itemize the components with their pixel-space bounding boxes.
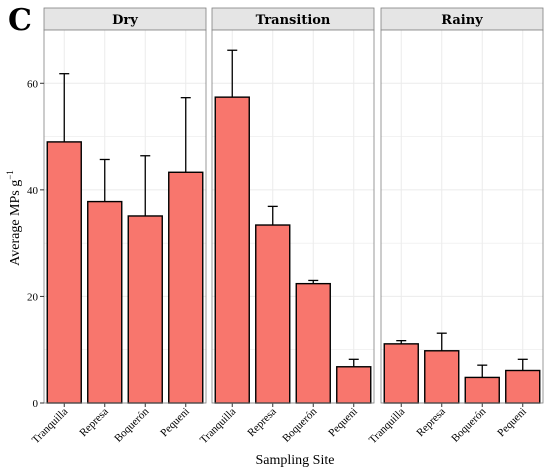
x-tick-label: Boquerón: [280, 405, 320, 445]
x-tick-label: Tranquilla: [30, 406, 71, 447]
bar: [336, 366, 372, 404]
x-tick-label: Boquerón: [449, 405, 489, 445]
y-tick-label: 20: [27, 291, 39, 303]
x-tick-label: Tranquilla: [198, 406, 239, 447]
y-tick-label: 0: [33, 398, 39, 410]
x-tick-label: Represa: [414, 406, 448, 440]
y-tick-label: 60: [27, 78, 39, 90]
bar: [464, 376, 500, 404]
facet-panel: Rainy Tranquilla Represa Boquerón Pequeni: [367, 7, 544, 447]
bar: [168, 171, 204, 404]
facet-strip-label: Rainy: [441, 13, 483, 28]
bar: [505, 369, 541, 404]
y-axis: 0 20 40 60: [27, 78, 44, 410]
facet-strip-label: Transition: [256, 13, 331, 28]
plot-background: [381, 30, 543, 403]
bar: [255, 224, 291, 404]
panel-border: [43, 29, 207, 404]
x-tick-label: Tranquilla: [367, 406, 408, 447]
panel-border: [211, 29, 375, 404]
panel-border: [380, 29, 544, 404]
bar: [87, 200, 123, 404]
bar: [295, 282, 331, 404]
y-tick-label: 40: [27, 185, 39, 197]
bar: [46, 141, 82, 404]
bar: [424, 350, 460, 404]
panel-label: C: [8, 3, 32, 38]
y-axis-title: Average MPs g−1: [5, 170, 23, 266]
facet-panel: Dry Tranquilla Represa Boquerón Pequeni: [30, 7, 207, 447]
y-axis-title-main: Average MPs g: [8, 180, 23, 266]
x-tick-label: Boquerón: [112, 405, 152, 445]
y-axis-title-superscript: −1: [5, 170, 15, 180]
x-tick-label: Represa: [77, 406, 111, 440]
x-tick-label: Pequeni: [495, 406, 529, 440]
x-tick-label: Pequeni: [158, 406, 192, 440]
bar: [383, 343, 419, 404]
x-axis-title: Sampling Site: [256, 453, 335, 468]
bar: [214, 96, 250, 404]
x-tick-label: Pequeni: [326, 406, 360, 440]
x-tick-label: Represa: [245, 406, 279, 440]
facet-panel: Transition Tranquilla Represa Boquerón Peque…: [198, 7, 375, 447]
facet-strip-label: Dry: [112, 13, 138, 28]
bar: [127, 215, 163, 404]
